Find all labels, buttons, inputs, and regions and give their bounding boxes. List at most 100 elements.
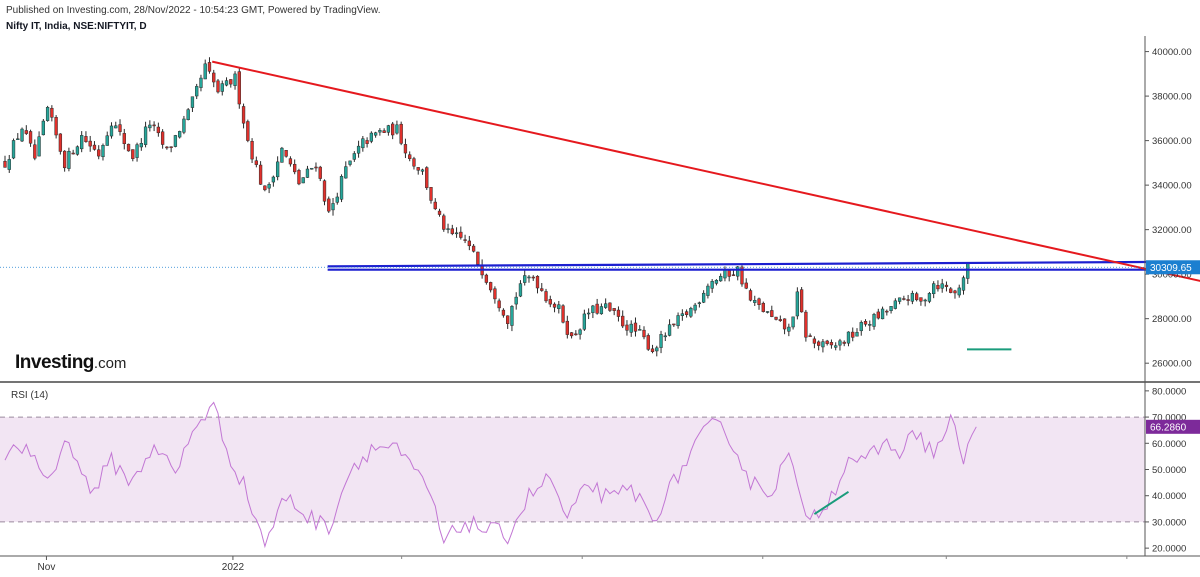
candle-body [932, 283, 936, 295]
candle-body [795, 291, 800, 317]
candle-body [604, 303, 608, 308]
axes: 26000.00 28000.00 30000.00 32000.00 34000.00… [0, 36, 1200, 573]
candle [165, 146, 169, 150]
candle-body [318, 166, 322, 179]
candle [322, 179, 327, 206]
candle-body [842, 341, 846, 344]
candle-body [944, 284, 949, 287]
candle [41, 119, 45, 136]
candle [842, 340, 846, 347]
candle [761, 301, 765, 313]
candle [621, 310, 625, 329]
candle [156, 122, 161, 137]
candle-body [719, 275, 723, 282]
candle-body [510, 306, 514, 326]
candle [173, 134, 178, 148]
logo-suffix: .com [93, 355, 127, 372]
candle-body [621, 315, 625, 327]
candle-body [403, 144, 408, 154]
candle [131, 149, 135, 162]
candle [399, 121, 403, 146]
candle-body [41, 120, 45, 136]
candle-body [540, 288, 544, 291]
candle-body [361, 138, 365, 149]
candle [488, 281, 493, 293]
candle [923, 298, 927, 307]
candle-body [169, 146, 173, 148]
candle-body [467, 240, 471, 247]
candle-body [744, 282, 748, 289]
candle [578, 328, 582, 340]
candle-body [535, 275, 540, 289]
candle [284, 150, 288, 158]
candle [689, 306, 693, 318]
candle [450, 224, 454, 236]
candle-body [45, 107, 50, 121]
candle-body [241, 106, 246, 124]
candle-body [203, 63, 207, 80]
candle-body [75, 146, 80, 155]
candle-body [284, 150, 288, 157]
candle-body [684, 311, 689, 315]
candle [11, 138, 16, 160]
candle [433, 198, 437, 211]
candle [650, 344, 655, 354]
candle [812, 336, 817, 349]
rsi-divergence-line [813, 490, 850, 515]
candle [7, 154, 11, 173]
candle [829, 339, 834, 349]
candle [135, 142, 139, 162]
price-tick-label: 28000.00 [1152, 314, 1192, 325]
candle [80, 131, 84, 153]
candle [599, 303, 604, 315]
candle [143, 121, 148, 148]
candle [105, 131, 109, 146]
candle [254, 156, 258, 168]
candle [697, 301, 702, 308]
candle-body [152, 124, 156, 127]
candle-body [791, 316, 795, 328]
candle-body [885, 310, 889, 313]
rsi-tick-label: 20.0000 [1152, 544, 1186, 555]
candle [591, 304, 595, 319]
candle-body [365, 140, 369, 144]
candle [612, 308, 616, 316]
candle [961, 275, 966, 295]
candle [229, 79, 233, 88]
candle-body [356, 145, 361, 154]
candle-body [207, 62, 212, 72]
candle-body [224, 80, 229, 86]
candle-body [416, 167, 420, 171]
candle [335, 192, 339, 205]
candle [293, 159, 297, 175]
candle [250, 138, 254, 164]
candle [484, 273, 489, 285]
candle [510, 305, 514, 332]
candle [710, 279, 714, 293]
candle [791, 316, 795, 330]
rsi-line [4, 401, 977, 549]
candle-body [484, 274, 489, 283]
candle-body [126, 143, 131, 152]
candle-body [723, 269, 727, 279]
candle [953, 289, 957, 299]
candle-body [80, 135, 84, 150]
candle [557, 300, 561, 314]
candle-body [391, 123, 395, 136]
candle-body [961, 277, 966, 291]
candle [876, 308, 880, 320]
candle-body [109, 125, 114, 137]
candle [118, 119, 122, 136]
candle-body [97, 149, 101, 157]
candle [663, 332, 667, 342]
price-tick-label: 40000.00 [1152, 47, 1192, 58]
candle [412, 156, 416, 170]
candle [148, 120, 152, 132]
candle-body [569, 332, 574, 337]
candle [420, 168, 425, 175]
candle-body [58, 133, 63, 152]
candle-body [501, 309, 506, 316]
candle [442, 213, 446, 232]
price-pane [0, 57, 1200, 357]
candle [203, 59, 207, 80]
